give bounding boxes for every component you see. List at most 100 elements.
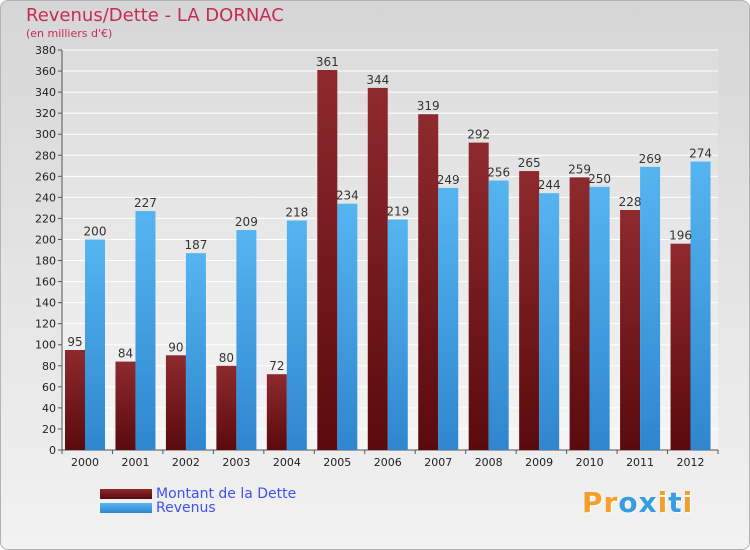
legend-item-dette: Montant de la Dette [100,486,360,502]
x-tick-label-2002: 2002 [172,456,200,469]
y-tick-label: 60 [42,381,56,394]
y-tick-label: 180 [35,255,56,268]
bar-revenus-2002 [185,253,206,450]
bar-revenus-2005 [337,203,358,450]
bar-dette-2000 [65,350,85,450]
data-label-revenus-2004: 218 [285,206,308,220]
y-tick-label: 120 [35,318,56,331]
bar-dette-2012 [670,243,691,450]
logo-letter: x [638,486,658,519]
data-label-revenus-2003: 209 [235,215,258,229]
data-label-dette-2003: 80 [219,351,234,365]
data-label-dette-2007: 319 [417,99,440,113]
bar-revenus-2004 [286,220,307,450]
logo-letter: P [582,486,604,519]
x-tick-label-2010: 2010 [576,456,604,469]
bar-revenus-2001 [135,211,156,450]
x-tick-label-2009: 2009 [525,456,553,469]
data-label-revenus-2010: 250 [588,172,611,186]
data-label-dette-2002: 90 [168,340,183,354]
data-label-dette-2001: 84 [118,347,133,361]
bar-revenus-2000 [85,239,105,450]
data-label-revenus-2001: 227 [134,196,157,210]
bar-dette-2007 [418,114,439,451]
legend-item-revenus: Revenus [100,500,360,516]
x-tick-label-2007: 2007 [424,456,452,469]
bar-dette-2006 [367,87,388,450]
y-tick-label: 200 [35,233,56,246]
y-tick-label: 40 [42,402,56,415]
bar-dette-2011 [620,210,641,450]
bar-dette-2002 [165,355,186,450]
x-tick-label-2005: 2005 [323,456,351,469]
y-tick-label: 320 [35,107,56,120]
y-tick-label: 380 [35,44,56,57]
logo-letter: i [682,486,694,519]
x-tick-label-2000: 2000 [71,456,99,469]
bar-dette-2010 [569,177,590,451]
bar-dette-2004 [266,374,287,450]
y-tick-label: 0 [49,444,56,457]
x-tick-label-2001: 2001 [121,456,149,469]
y-tick-label: 160 [35,276,56,289]
x-tick-label-2006: 2006 [374,456,402,469]
y-tick-label: 280 [35,149,56,162]
y-tick-label: 240 [35,191,56,204]
x-tick-label-2008: 2008 [475,456,503,469]
data-label-dette-2005: 361 [316,55,339,69]
legend-label-revenus: Revenus [156,500,216,516]
logo-letter: t [668,486,683,519]
data-label-revenus-2011: 269 [639,152,662,166]
data-label-dette-2000: 95 [67,335,82,349]
proxiti-logo[interactable]: Proxiti [582,486,693,519]
y-tick-label: 100 [35,339,56,352]
data-label-revenus-2006: 219 [386,204,409,218]
bar-revenus-2007 [438,187,459,451]
bar-revenus-2010 [589,186,610,450]
data-label-revenus-2002: 187 [184,238,207,252]
bar-dette-2008 [468,142,489,450]
x-tick-label-2011: 2011 [626,456,654,469]
legend-label-dette: Montant de la Dette [156,486,297,502]
y-tick-label: 340 [35,86,56,99]
data-label-dette-2011: 228 [619,195,642,209]
y-tick-label: 80 [42,360,56,373]
data-label-dette-2010: 259 [568,162,591,176]
bar-revenus-2006 [387,219,408,450]
bar-revenus-2008 [488,180,509,451]
logo-letter: i [657,486,669,519]
data-label-revenus-2005: 234 [336,189,359,203]
data-label-dette-2009: 265 [518,156,541,170]
data-label-revenus-2009: 244 [538,178,561,192]
x-tick-label-2012: 2012 [677,456,705,469]
data-label-revenus-2008: 256 [487,166,510,180]
legend-swatch-revenus [100,503,152,513]
data-label-dette-2012: 196 [669,229,692,243]
chart-title: Revenus/Dette - LA DORNAC [26,5,284,26]
legend-swatch-dette [100,489,152,499]
chart-subtitle: (en milliers d'€) [26,27,113,40]
x-tick-label-2003: 2003 [222,456,250,469]
data-label-revenus-2007: 249 [437,173,460,187]
bar-dette-2001 [115,361,136,450]
bar-dette-2005 [317,70,338,450]
data-label-dette-2004: 72 [269,359,284,373]
bar-revenus-2003 [236,230,257,450]
y-tick-label: 20 [42,423,56,436]
x-tick-label-2004: 2004 [273,456,301,469]
data-label-revenus-2012: 274 [689,147,712,161]
bar-revenus-2011 [640,166,661,450]
bar-revenus-2012 [690,161,711,450]
data-label-revenus-2000: 200 [84,224,107,238]
data-label-dette-2006: 344 [366,73,389,87]
bar-dette-2009 [519,171,540,451]
y-tick-label: 220 [35,212,56,225]
logo-letter: o [618,486,639,519]
bar-dette-2003 [216,365,237,450]
bar-revenus-2009 [539,193,560,450]
y-tick-label: 360 [35,65,56,78]
y-tick-label: 300 [35,128,56,141]
y-tick-label: 260 [35,170,56,183]
data-label-dette-2008: 292 [467,128,490,142]
